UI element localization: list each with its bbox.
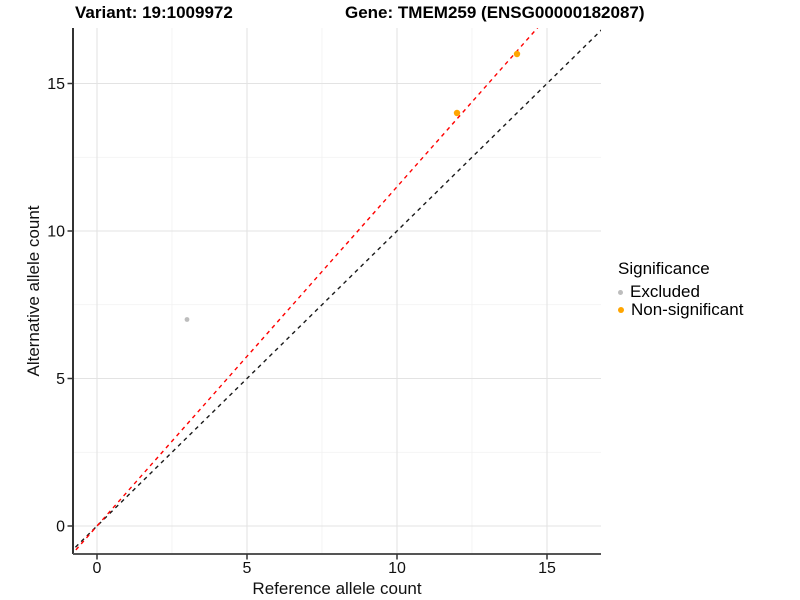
x-tick-label: 0: [93, 560, 102, 577]
x-tick-label: 15: [538, 560, 556, 577]
y-tick-label: 0: [56, 519, 65, 536]
data-point-non-significant: [453, 109, 461, 117]
non-significant-dot-icon: [618, 307, 624, 313]
y-tick-label: 15: [47, 76, 65, 93]
x-tick-label: 5: [243, 560, 252, 577]
y-tick-label: 10: [47, 224, 65, 241]
legend-item-label: Excluded: [630, 282, 700, 301]
y-tick-label: 5: [56, 371, 65, 388]
y-axis-title: Alternative allele count: [24, 205, 43, 377]
legend-item-excluded: Excluded: [618, 282, 743, 301]
plot-title-gene: Gene: TMEM259 (ENSG00000182087): [345, 3, 645, 22]
x-axis-title: Reference allele count: [252, 579, 422, 598]
data-point-non-significant: [513, 50, 521, 58]
legend-item-non-significant: Non-significant: [618, 300, 744, 319]
plot-title-variant: Variant: 19:1009972: [75, 3, 233, 22]
data-point-excluded: [184, 317, 190, 322]
legend-title: Significance: [618, 259, 710, 278]
legend-item-label: Non-significant: [631, 300, 744, 319]
x-tick-label: 10: [388, 560, 406, 577]
legend: Significance Excluded Non-significant: [618, 259, 743, 319]
excluded-dot-icon: [618, 289, 623, 295]
